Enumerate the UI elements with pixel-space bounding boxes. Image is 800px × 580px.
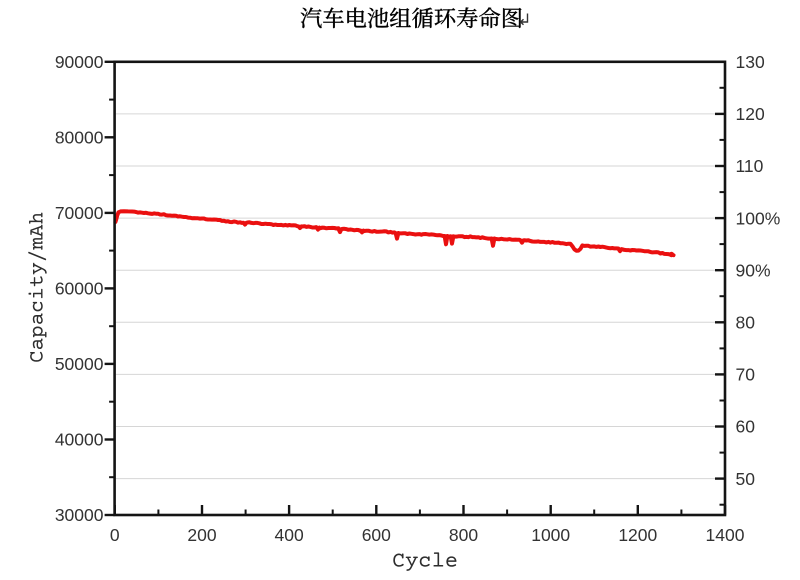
svg-text:120: 120 xyxy=(736,104,765,124)
svg-text:70: 70 xyxy=(736,365,756,385)
svg-text:50: 50 xyxy=(736,469,756,489)
svg-text:1400: 1400 xyxy=(706,525,745,545)
svg-text:60000: 60000 xyxy=(55,279,104,299)
svg-text:130: 130 xyxy=(736,52,765,72)
svg-text:50000: 50000 xyxy=(55,354,104,374)
svg-text:100%: 100% xyxy=(736,208,781,228)
svg-text:90000: 90000 xyxy=(55,52,104,72)
svg-text:80: 80 xyxy=(736,313,756,333)
svg-text:800: 800 xyxy=(449,525,478,545)
svg-text:600: 600 xyxy=(362,525,391,545)
svg-text:30000: 30000 xyxy=(55,505,104,525)
svg-text:60: 60 xyxy=(736,417,756,437)
svg-text:70000: 70000 xyxy=(55,203,104,223)
svg-text:200: 200 xyxy=(187,525,216,545)
svg-text:110: 110 xyxy=(736,156,764,176)
svg-text:40000: 40000 xyxy=(55,430,104,450)
svg-text:400: 400 xyxy=(274,525,303,545)
svg-text:0: 0 xyxy=(110,525,120,545)
svg-text:1200: 1200 xyxy=(618,525,657,545)
svg-text:80000: 80000 xyxy=(55,128,104,148)
svg-text:90%: 90% xyxy=(736,260,771,280)
svg-text:1000: 1000 xyxy=(531,525,570,545)
